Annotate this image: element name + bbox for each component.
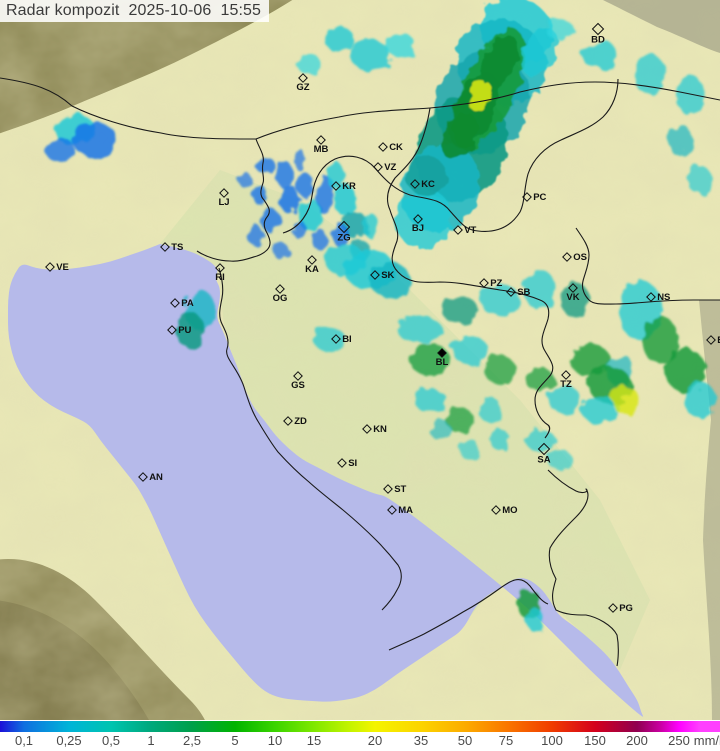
svg-text:BL: BL: [436, 357, 449, 368]
svg-text:SK: SK: [381, 270, 394, 281]
svg-text:PZ: PZ: [490, 278, 502, 289]
svg-text:VZ: VZ: [384, 162, 396, 173]
svg-text:LJ: LJ: [218, 197, 229, 208]
svg-text:NS: NS: [657, 292, 670, 303]
svg-text:ZG: ZG: [337, 233, 350, 244]
svg-text:KC: KC: [421, 179, 435, 190]
svg-text:CK: CK: [389, 142, 403, 153]
svg-text:MA: MA: [398, 505, 413, 516]
svg-text:TZ: TZ: [560, 379, 572, 390]
svg-text:SA: SA: [537, 455, 550, 466]
svg-text:VK: VK: [566, 292, 579, 303]
svg-text:VE: VE: [56, 262, 69, 273]
svg-text:SI: SI: [348, 458, 357, 469]
svg-text:BI: BI: [342, 334, 352, 345]
svg-text:OS: OS: [573, 252, 587, 263]
svg-text:VT: VT: [464, 225, 476, 236]
svg-text:OG: OG: [273, 293, 288, 304]
svg-text:GZ: GZ: [296, 82, 309, 93]
svg-text:PU: PU: [178, 325, 191, 336]
svg-text:BJ: BJ: [412, 223, 424, 234]
svg-text:ST: ST: [394, 484, 406, 495]
svg-text:PA: PA: [181, 298, 194, 309]
svg-text:PC: PC: [533, 192, 546, 203]
svg-text:GS: GS: [291, 380, 305, 391]
svg-text:TS: TS: [171, 242, 183, 253]
svg-text:KN: KN: [373, 424, 387, 435]
svg-text:PG: PG: [619, 603, 633, 614]
svg-text:MO: MO: [502, 505, 517, 516]
svg-text:AN: AN: [149, 472, 163, 483]
svg-text:BD: BD: [591, 35, 605, 46]
svg-text:ZD: ZD: [294, 416, 307, 427]
svg-text:KR: KR: [342, 181, 356, 192]
svg-text:KA: KA: [305, 264, 319, 275]
svg-text:SB: SB: [517, 287, 530, 298]
svg-text:RI: RI: [215, 272, 225, 283]
svg-text:MB: MB: [314, 144, 329, 155]
